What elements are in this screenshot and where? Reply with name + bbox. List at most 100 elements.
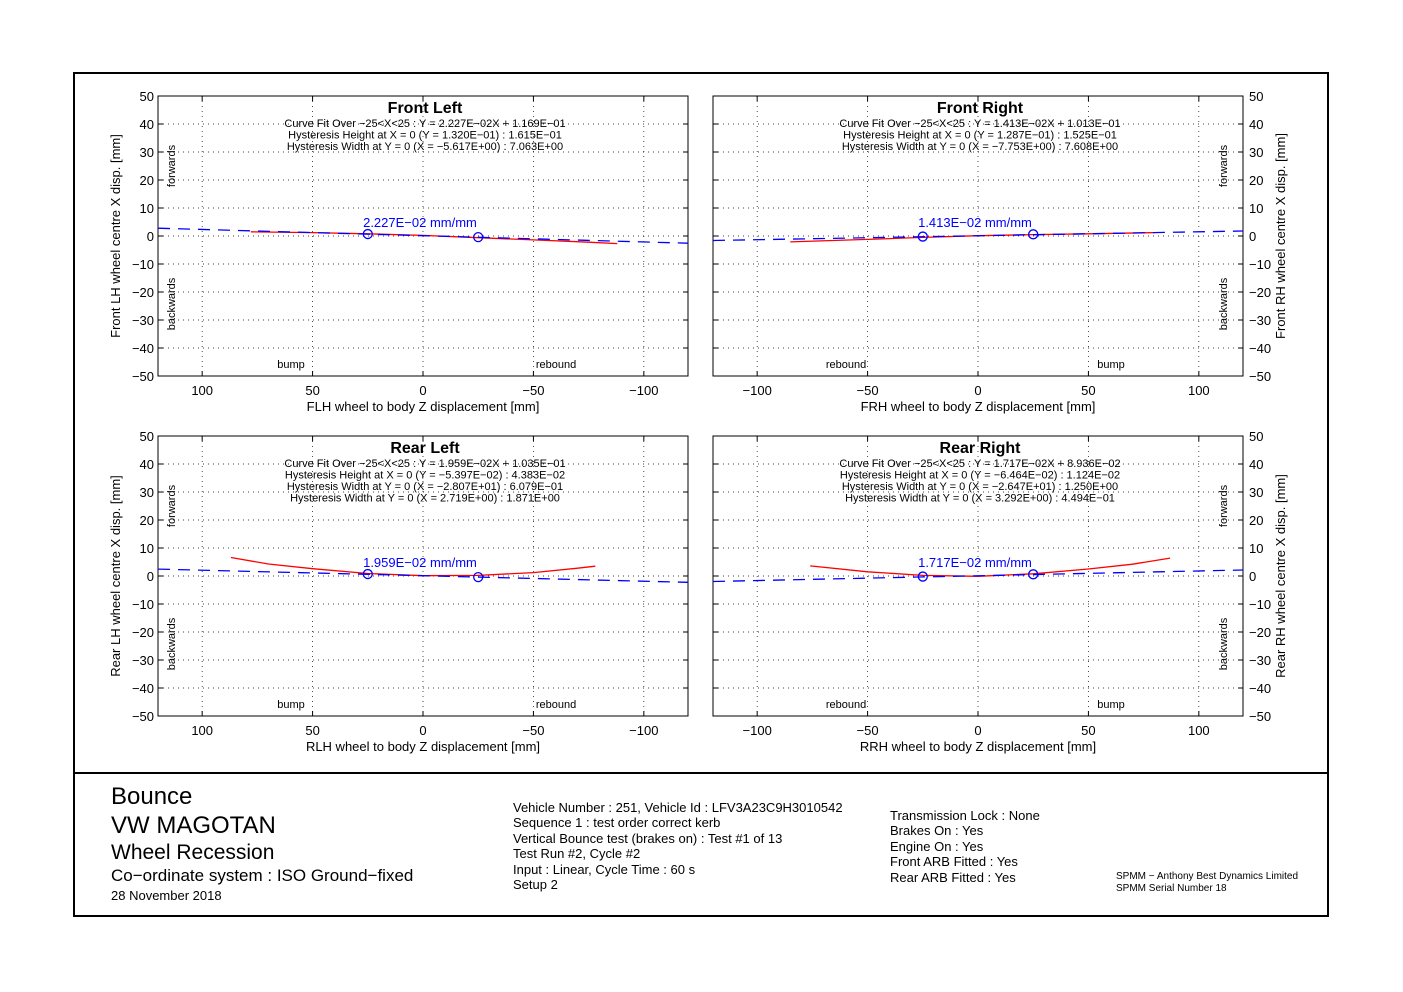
credit-line: SPMM − Anthony Best Dynamics Limited xyxy=(1116,871,1299,882)
y-tick-label: 20 xyxy=(140,513,154,528)
y-tick-label: −40 xyxy=(1249,341,1271,356)
slope-label: 1.717E−02 mm/mm xyxy=(918,555,1032,570)
x-tick-label: −50 xyxy=(522,723,544,738)
fit-annotation: Curve Fit Over −25<X<25 : Y = 2.227E−02X… xyxy=(284,118,565,130)
y-tick-label: 10 xyxy=(1249,201,1263,216)
region-label-backwards: backwards xyxy=(1218,617,1230,670)
footer-divider xyxy=(73,772,1329,774)
test-info: Vehicle Number : 251, Vehicle Id : LFV3A… xyxy=(513,800,843,892)
x-axis-label: RRH wheel to body Z displacement [mm] xyxy=(860,739,1096,754)
x-tick-label: 100 xyxy=(191,383,213,398)
x-tick-label: 50 xyxy=(1081,723,1095,738)
y-tick-label: −50 xyxy=(132,369,154,384)
region-label-bottom-right: rebound xyxy=(536,699,576,711)
x-tick-label: 100 xyxy=(191,723,213,738)
y-tick-label: 0 xyxy=(147,229,154,244)
fit-annotation: Curve Fit Over −25<X<25 : Y = 1.717E−02X… xyxy=(839,458,1120,470)
region-label-bottom-right: rebound xyxy=(536,359,576,371)
x-tick-label: −100 xyxy=(743,383,772,398)
fit-annotation: Hysteresis Height at X = 0 (Y = 1.320E−0… xyxy=(288,130,562,142)
fit-annotation: Hysteresis Width at Y = 0 (X = 2.719E+00… xyxy=(290,493,560,505)
x-tick-label: −100 xyxy=(743,723,772,738)
region-label-forwards: forwards xyxy=(166,144,178,187)
region-label-bottom-right: bump xyxy=(1097,699,1125,711)
y-tick-label: −10 xyxy=(1249,597,1271,612)
x-tick-label: 0 xyxy=(419,383,426,398)
y-tick-label: 40 xyxy=(1249,457,1263,472)
slope-label: 1.959E−02 mm/mm xyxy=(363,555,477,570)
y-axis-label: Front LH wheel centre X disp. [mm] xyxy=(108,134,123,338)
x-tick-label: 0 xyxy=(974,723,981,738)
y-axis-label: Rear RH wheel centre X disp. [mm] xyxy=(1273,474,1288,678)
x-tick-label: 0 xyxy=(974,383,981,398)
report-date: 28 November 2018 xyxy=(111,888,222,903)
y-tick-label: 40 xyxy=(1249,117,1263,132)
y-tick-label: 0 xyxy=(1249,229,1256,244)
x-tick-label: 100 xyxy=(1188,383,1210,398)
y-tick-label: 30 xyxy=(140,485,154,500)
x-tick-label: −50 xyxy=(857,383,879,398)
y-tick-label: −20 xyxy=(1249,625,1271,640)
fit-annotation: Hysteresis Width at Y = 0 (X = −2.647E+0… xyxy=(842,481,1118,493)
x-tick-label: −100 xyxy=(629,383,658,398)
y-tick-label: −10 xyxy=(1249,257,1271,272)
y-tick-label: 10 xyxy=(140,541,154,556)
coordinate-system: Co−ordinate system : ISO Ground−fixed xyxy=(111,866,414,885)
fit-annotation: Curve Fit Over −25<X<25 : Y = 1.959E−02X… xyxy=(284,458,565,470)
y-tick-label: 10 xyxy=(1249,541,1263,556)
region-label-bottom-left: rebound xyxy=(826,359,866,371)
vehicle-state: Transmission Lock : None Brakes On : Yes… xyxy=(890,808,1040,885)
y-tick-label: −20 xyxy=(132,285,154,300)
fit-annotation: Hysteresis Width at Y = 0 (X = −5.617E+0… xyxy=(287,141,563,153)
x-axis-label: RLH wheel to body Z displacement [mm] xyxy=(306,739,540,754)
marker-circle xyxy=(1028,229,1039,240)
y-tick-label: 30 xyxy=(140,145,154,160)
y-tick-label: 10 xyxy=(140,201,154,216)
fit-line xyxy=(157,568,689,583)
region-label-backwards: backwards xyxy=(166,277,178,330)
y-tick-label: 20 xyxy=(140,173,154,188)
x-tick-label: 50 xyxy=(305,383,319,398)
x-tick-label: −50 xyxy=(857,723,879,738)
y-tick-label: 40 xyxy=(140,457,154,472)
fit-annotation: Hysteresis Width at Y = 0 (X = −7.753E+0… xyxy=(842,141,1118,153)
slope-label: 2.227E−02 mm/mm xyxy=(363,215,477,230)
vehicle-state-line: Rear ARB Fitted : Yes xyxy=(890,869,1016,885)
chart-title: Rear Left xyxy=(390,440,460,457)
y-tick-label: −30 xyxy=(1249,653,1271,668)
fit-line xyxy=(712,569,1244,583)
y-tick-label: 30 xyxy=(1249,145,1263,160)
vehicle-state-line: Brakes On : Yes xyxy=(890,823,984,839)
y-tick-label: −40 xyxy=(132,341,154,356)
chart-title: Front Left xyxy=(388,100,463,117)
x-tick-label: 50 xyxy=(1081,383,1095,398)
y-tick-label: 40 xyxy=(140,117,154,132)
y-tick-label: −40 xyxy=(1249,681,1271,696)
y-tick-label: −50 xyxy=(1249,369,1271,384)
test-info-line: Input : Linear, Cycle Time : 60 s xyxy=(513,861,696,877)
chart-title: Rear Right xyxy=(940,440,1022,457)
y-tick-label: −20 xyxy=(1249,285,1271,300)
fit-annotation: Hysteresis Height at X = 0 (Y = −5.397E−… xyxy=(285,470,565,482)
x-tick-label: 0 xyxy=(419,723,426,738)
y-tick-label: −50 xyxy=(1249,709,1271,724)
test-info-line: Vehicle Number : 251, Vehicle Id : LFV3A… xyxy=(513,800,843,815)
x-tick-label: 50 xyxy=(305,723,319,738)
y-axis-label: Front RH wheel centre X disp. [mm] xyxy=(1273,133,1288,339)
y-tick-label: 50 xyxy=(140,429,154,444)
credit-line: SPMM Serial Number 18 xyxy=(1116,883,1227,894)
y-tick-label: −20 xyxy=(132,625,154,640)
test-info-line: Sequence 1 : test order correct kerb xyxy=(513,815,721,831)
marker-circle xyxy=(473,231,484,243)
y-tick-label: −40 xyxy=(132,681,154,696)
marker-circle xyxy=(917,571,928,582)
region-label-forwards: forwards xyxy=(166,484,178,527)
y-axis-label: Rear LH wheel centre X disp. [mm] xyxy=(108,475,123,677)
vehicle-state-line: Front ARB Fitted : Yes xyxy=(890,854,1018,870)
fit-line xyxy=(712,230,1244,242)
test-info-line: Setup 2 xyxy=(513,877,558,893)
measurement-name: Wheel Recession xyxy=(111,841,275,864)
x-tick-label: −100 xyxy=(629,723,658,738)
slope-label: 1.413E−02 mm/mm xyxy=(918,215,1032,230)
